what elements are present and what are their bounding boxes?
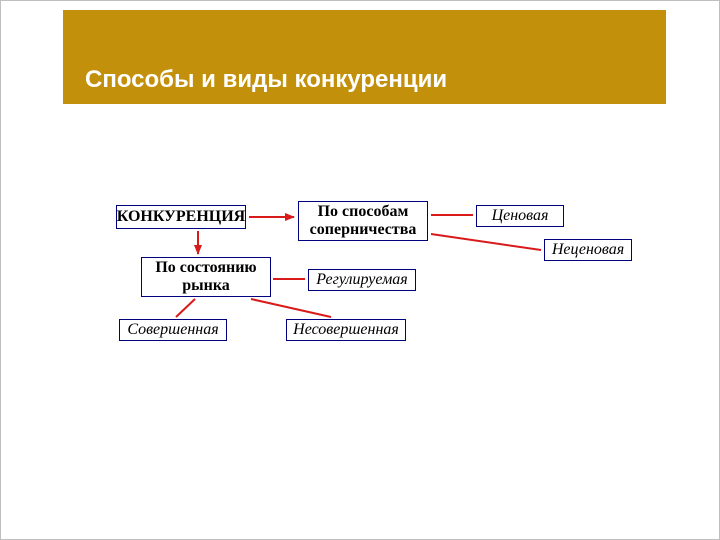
edge-by_methods-nonprice: [431, 234, 541, 250]
edge-by_market-perfect: [176, 299, 195, 317]
node-by_market: По состоянию рынка: [141, 257, 271, 297]
edge-by_market-imperfect: [251, 299, 331, 317]
node-perfect: Совершенная: [119, 319, 227, 341]
node-nonprice: Неценовая: [544, 239, 632, 261]
node-imperfect: Несовершенная: [286, 319, 406, 341]
node-root: КОНКУРЕНЦИЯ: [116, 205, 246, 229]
slide: Способы и виды конкуренции КОНКУРЕНЦИЯ По…: [0, 0, 720, 540]
slide-title: Способы и виды конкуренции: [85, 66, 447, 94]
node-price: Ценовая: [476, 205, 564, 227]
node-regulated: Регулируемая: [308, 269, 416, 291]
title-band: Способы и виды конкуренции: [63, 10, 666, 104]
node-by_methods: По способам соперничества: [298, 201, 428, 241]
